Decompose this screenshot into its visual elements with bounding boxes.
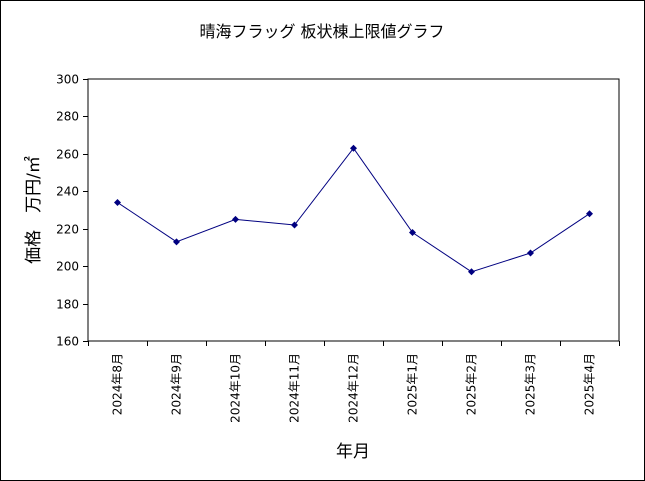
y-tick-label: 300	[56, 73, 79, 87]
y-tick-label: 180	[56, 298, 79, 312]
x-tick-labels: 2024年8月 2024年9月 2024年10月 2024年11月 2024年12月 20…	[111, 353, 597, 423]
axis-layer	[83, 78, 620, 346]
series-layer	[114, 144, 593, 276]
x-tick-label: 2024年12月	[347, 353, 361, 423]
data-point	[350, 144, 357, 152]
x-tick-label: 2025年4月	[583, 353, 597, 415]
y-axis-title: 価格 万円/㎡	[24, 156, 44, 264]
y-tick-label: 260	[56, 148, 79, 162]
data-point	[114, 199, 121, 207]
y-tick-labels: 160 180 200 220 240 260 280 300	[56, 73, 79, 349]
data-point	[468, 268, 475, 276]
data-point	[409, 228, 416, 236]
data-point	[232, 215, 239, 223]
x-tick-label: 2024年9月	[170, 353, 184, 415]
x-tick-label: 2025年3月	[524, 353, 538, 415]
x-axis-title: 年月	[336, 442, 370, 462]
x-tick-label: 2024年8月	[111, 353, 125, 415]
x-tick-label: 2024年11月	[288, 353, 302, 423]
chart-title: 晴海フラッグ 板状棟上限値グラフ	[199, 22, 444, 41]
y-tick-label: 160	[56, 335, 79, 349]
x-tick-label: 2025年1月	[406, 353, 420, 415]
plot-area	[87, 78, 620, 342]
y-tick-label: 220	[56, 223, 79, 237]
x-tick-label: 2024年10月	[229, 353, 243, 423]
y-tick-label: 280	[56, 110, 79, 124]
data-point	[173, 238, 180, 246]
x-tick-label: 2025年2月	[465, 353, 479, 415]
y-tick-label: 200	[56, 260, 79, 274]
y-tick-label: 240	[56, 185, 79, 199]
data-point	[586, 210, 593, 218]
data-point	[527, 249, 534, 257]
data-point	[291, 221, 298, 229]
